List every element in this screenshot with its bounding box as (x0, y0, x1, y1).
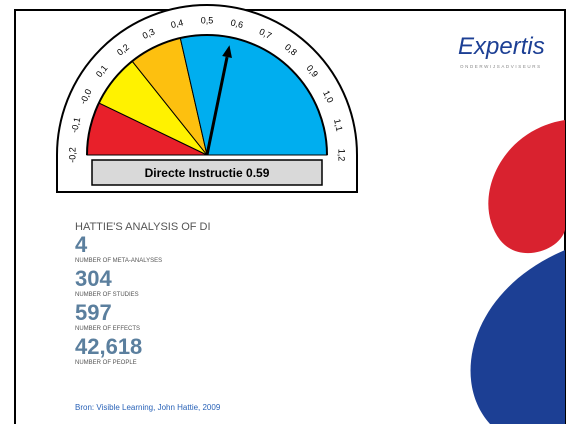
gauge-label: Directe Instructie 0.59 (145, 166, 270, 180)
blue-swoosh (471, 250, 565, 424)
source: Bron: Visible Learning, John Hattie, 200… (75, 403, 221, 412)
logo-tagline: ONDERWIJSADVISEURS (460, 64, 542, 69)
stat-label: NUMBER OF STUDIES (75, 292, 139, 298)
slide: Expertis ONDERWIJSADVISEURS -0,2-0,1-0,0… (0, 0, 579, 424)
gauge-value: 0.59 (246, 166, 270, 180)
stat-number: 597 (75, 300, 112, 325)
stat-number: 4 (75, 232, 88, 257)
gauge-label-text: Directe Instructie (145, 166, 243, 180)
gauge-tick-label: 0,5 (201, 15, 214, 25)
heading: HATTIE'S ANALYSIS OF DI (75, 221, 211, 233)
gauge-tick-label: 1,2 (337, 149, 347, 162)
stat-label: NUMBER OF EFFECTS (75, 326, 140, 332)
stat-number: 42,618 (75, 334, 142, 359)
slide-canvas: Expertis ONDERWIJSADVISEURS -0,2-0,1-0,0… (0, 0, 579, 424)
stat-label: NUMBER OF META-ANALYSES (75, 258, 162, 264)
red-swoosh (488, 120, 565, 253)
logo-name: Expertis (458, 33, 545, 60)
stat-label: NUMBER OF PEOPLE (75, 360, 137, 366)
gauge-tick-label: -0,2 (67, 147, 77, 163)
stat-number: 304 (75, 266, 112, 291)
